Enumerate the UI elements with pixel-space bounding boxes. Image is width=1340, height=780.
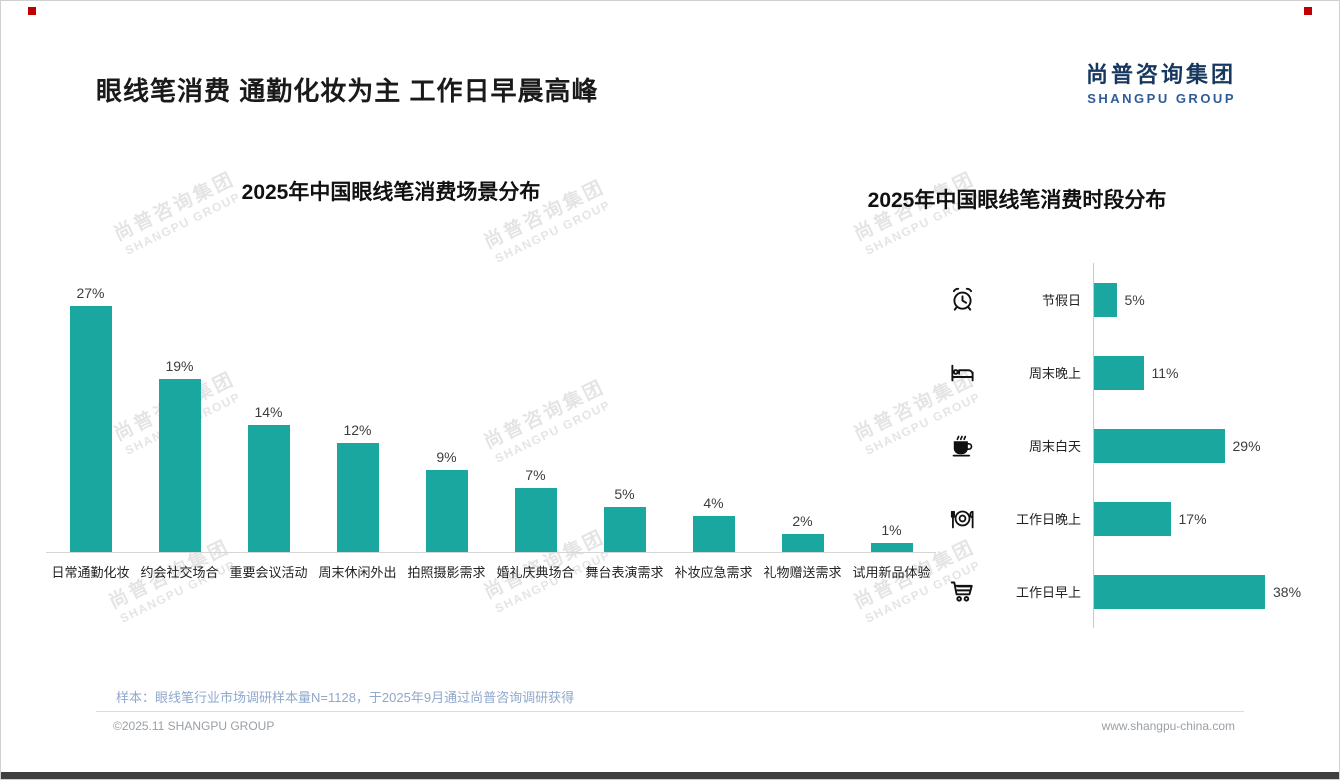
bottom-strip [1,772,1339,779]
category-label: 周末休闲外出 [318,565,397,580]
bar [425,470,468,552]
scene-bar-column: 19% 约会社交场合 [135,281,224,581]
scene-bar-column: 7% 婚礼庆典场合 [491,281,580,581]
scene-chart-title: 2025年中国眼线笔消费场景分布 [241,181,541,204]
footer-divider [96,711,1244,712]
category-label: 舞台表演需求 [585,565,664,580]
dining-icon [949,505,989,532]
time-chart-row: 工作日晚上 17% [949,482,1321,555]
bar [247,424,290,552]
value-label: 5% [614,485,635,502]
bar [69,306,112,552]
time-bar-area: 29% [1093,409,1321,482]
scene-bar-area: 12% [313,281,402,553]
scene-chart: 27% 日常通勤化妆 19% 约会社交场合 14% 重要会议活动 12% 周末休闲外出 9% 拍照… [46,281,936,581]
category-label: 周末晚上 [1028,366,1081,381]
scene-bar-area: 1% [847,281,936,553]
scene-bar-column: 4% 补妆应急需求 [669,281,758,581]
category-label: 工作日早上 [1015,585,1081,600]
time-chart-row: 节假日 5% [949,263,1321,336]
scene-bar-area: 27% [46,281,135,553]
shopping-cart-icon [949,578,989,605]
time-bar-area: 17% [1093,482,1321,555]
bar [870,542,913,552]
bar [1094,355,1144,390]
bar [1094,574,1265,609]
scene-bar-column: 5% 舞台表演需求 [580,281,669,581]
value-label: 2% [792,512,813,529]
logo-cn: 尚普咨询集团 [1085,62,1236,87]
category-label: 周末白天 [1028,439,1081,454]
time-chart-title: 2025年中国眼线笔消费时段分布 [867,189,1167,212]
scene-bar-area: 7% [491,281,580,553]
category-label: 日常通勤化妆 [51,565,130,580]
coffee-icon [949,432,989,459]
time-chart-row: 周末晚上 11% [949,336,1321,409]
time-bar-area: 38% [1093,555,1321,628]
value-label: 27% [76,285,105,302]
alarm-clock-icon [949,286,989,313]
scene-bar-area: 19% [135,281,224,553]
watermark-en: SHANGPU GROUP [492,197,613,266]
corner-accent-right [1304,7,1312,15]
value-label: 9% [436,449,457,466]
logo: 尚普咨询集团 SHANGPU GROUP [1086,57,1236,106]
category-label: 婚礼庆典场合 [496,565,575,580]
value-label: 7% [525,467,546,484]
sample-note: 样本：眼线笔行业市场调研样本量N=1128，于2025年9月通过尚普咨询调研获得 [116,690,575,705]
bar [514,488,557,552]
time-chart-row: 工作日早上 38% [949,555,1321,628]
time-bar-area: 5% [1093,263,1321,336]
bed-icon [949,359,989,386]
scene-bar-area: 9% [402,281,491,553]
value-label: 1% [881,521,902,538]
value-label: 11% [1151,364,1179,381]
scene-bar-column: 9% 拍照摄影需求 [402,281,491,581]
scene-bar-area: 4% [669,281,758,553]
value-label: 5% [1124,291,1145,308]
value-label: 12% [343,421,372,438]
logo-en: SHANGPU GROUP [1087,91,1236,106]
category-label: 节假日 [1041,293,1081,308]
website: www.shangpu-china.com [1101,719,1235,733]
bar [336,442,379,552]
category-label: 约会社交场合 [140,565,219,580]
time-chart-row: 周末白天 29% [949,409,1321,482]
bar [1094,428,1225,463]
scene-bar-column: 12% 周末休闲外出 [313,281,402,581]
scene-bar-area: 5% [580,281,669,553]
value-label: 4% [703,494,724,511]
category-label: 补妆应急需求 [674,565,753,580]
category-label: 工作日晚上 [1015,512,1081,527]
scene-bar-area: 2% [758,281,847,553]
corner-accent-left [28,7,36,15]
scene-bar-area: 14% [224,281,313,553]
value-label: 38% [1273,583,1302,600]
scene-bar-column: 27% 日常通勤化妆 [46,281,135,581]
bar [781,533,824,552]
value-label: 29% [1232,437,1261,454]
bar [1094,282,1117,317]
category-label: 拍照摄影需求 [407,565,486,580]
copyright: ©2025.11 SHANGPU GROUP [113,719,275,733]
value-label: 14% [254,403,283,420]
page-title: 眼线笔消费 通勤化妆为主 工作日早晨高峰 [96,76,599,106]
value-label: 19% [165,358,194,375]
category-label: 重要会议活动 [229,565,308,580]
value-label: 17% [1178,510,1207,527]
scene-bar-column: 14% 重要会议活动 [224,281,313,581]
scene-bar-column: 2% 礼物赠送需求 [758,281,847,581]
bar [692,515,735,552]
bar [158,379,201,552]
category-label: 礼物赠送需求 [763,565,842,580]
scene-bar-column: 1% 试用新品体验 [847,281,936,581]
bar [1094,501,1171,536]
time-chart: 节假日 5% 周末晚上 11% 周末白天 29% 工作日晚上 17% 工作日早上 38% [949,263,1321,628]
bar [603,506,646,552]
category-label: 试用新品体验 [852,565,931,580]
time-bar-area: 11% [1093,336,1321,409]
